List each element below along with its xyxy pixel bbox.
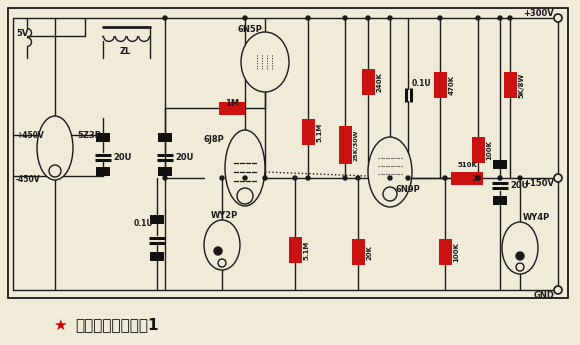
Text: 5Z3P: 5Z3P	[77, 131, 101, 140]
Text: ★: ★	[53, 317, 67, 333]
Circle shape	[516, 252, 524, 260]
Text: 6J8P: 6J8P	[203, 136, 224, 145]
Circle shape	[516, 263, 524, 271]
Circle shape	[476, 176, 480, 180]
Circle shape	[237, 188, 253, 204]
Circle shape	[263, 176, 267, 180]
Text: -450V: -450V	[16, 176, 41, 185]
Text: 1M: 1M	[225, 99, 239, 108]
Text: 胆整流、稳压线路1: 胆整流、稳压线路1	[75, 317, 158, 333]
Circle shape	[218, 259, 226, 267]
Ellipse shape	[37, 116, 73, 180]
Circle shape	[306, 16, 310, 20]
Circle shape	[498, 16, 502, 20]
Text: WY4P: WY4P	[523, 214, 550, 223]
Circle shape	[343, 16, 347, 20]
Circle shape	[498, 176, 502, 180]
Circle shape	[518, 176, 522, 180]
Bar	[150, 215, 164, 224]
Text: ZL: ZL	[119, 48, 130, 57]
Circle shape	[220, 176, 224, 180]
Circle shape	[293, 176, 297, 180]
Bar	[472, 137, 484, 163]
Circle shape	[343, 176, 347, 180]
Bar	[158, 132, 172, 141]
Bar	[433, 72, 447, 98]
Ellipse shape	[502, 222, 538, 274]
Text: WY2P: WY2P	[211, 210, 238, 219]
Circle shape	[554, 14, 562, 22]
Circle shape	[476, 16, 480, 20]
Bar	[438, 239, 451, 265]
Ellipse shape	[225, 130, 265, 206]
Text: 5.1M: 5.1M	[317, 122, 322, 142]
Circle shape	[554, 174, 562, 182]
Text: 6N5P: 6N5P	[237, 24, 262, 33]
Circle shape	[49, 165, 61, 177]
Circle shape	[383, 187, 397, 201]
Circle shape	[406, 176, 410, 180]
Text: 5V: 5V	[16, 30, 28, 39]
Bar	[302, 119, 314, 145]
Text: 5K/8W: 5K/8W	[519, 72, 524, 98]
Text: +150V: +150V	[523, 178, 554, 187]
Text: 20U: 20U	[113, 152, 132, 161]
Circle shape	[163, 176, 167, 180]
Circle shape	[306, 176, 310, 180]
Bar	[493, 196, 507, 205]
Circle shape	[476, 176, 480, 180]
Bar	[158, 167, 172, 176]
Text: 20U: 20U	[175, 152, 193, 161]
Circle shape	[243, 16, 247, 20]
Bar	[150, 252, 164, 260]
Text: +300V: +300V	[523, 9, 554, 18]
Text: 5.1M: 5.1M	[303, 240, 310, 260]
Text: 6N9P: 6N9P	[395, 186, 420, 195]
Bar	[8, 8, 568, 298]
Circle shape	[243, 176, 247, 180]
Bar	[493, 159, 507, 168]
Text: 240K: 240K	[376, 72, 382, 92]
Bar	[503, 72, 517, 98]
Text: 510K: 510K	[457, 162, 477, 168]
Text: 20U: 20U	[510, 180, 528, 189]
Circle shape	[356, 176, 360, 180]
Circle shape	[214, 247, 222, 255]
Bar	[96, 132, 110, 141]
Text: 0.1U: 0.1U	[133, 219, 153, 228]
Text: 100K: 100K	[487, 140, 492, 160]
Circle shape	[554, 286, 562, 294]
Text: 470K: 470K	[448, 75, 455, 95]
Circle shape	[388, 176, 392, 180]
Circle shape	[508, 16, 512, 20]
Bar	[288, 237, 302, 263]
Bar	[351, 239, 364, 265]
Text: 100K: 100K	[454, 242, 459, 262]
Text: 25K/30W: 25K/30W	[353, 129, 358, 161]
Ellipse shape	[368, 137, 412, 207]
Bar	[339, 126, 351, 164]
Text: +450V: +450V	[16, 130, 44, 139]
Text: GND: GND	[533, 290, 554, 299]
Text: 20K: 20K	[367, 245, 372, 259]
Text: 0.1U: 0.1U	[412, 79, 432, 88]
Bar	[96, 167, 110, 176]
Circle shape	[388, 16, 392, 20]
Ellipse shape	[241, 32, 289, 92]
Bar	[219, 101, 245, 115]
Circle shape	[163, 16, 167, 20]
Ellipse shape	[204, 220, 240, 270]
Circle shape	[366, 16, 370, 20]
Bar	[361, 69, 375, 95]
Bar	[451, 171, 483, 185]
Circle shape	[438, 16, 442, 20]
Circle shape	[443, 176, 447, 180]
